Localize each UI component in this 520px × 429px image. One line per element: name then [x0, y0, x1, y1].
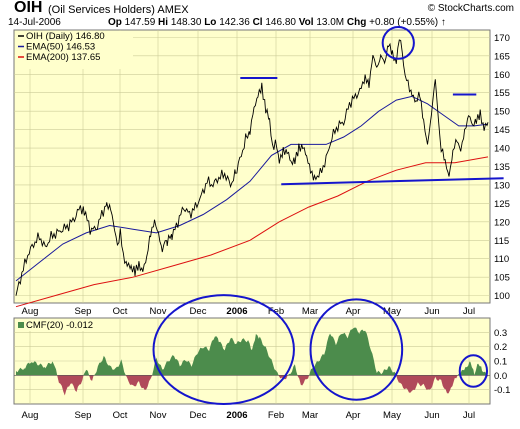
lo-value: 142.36	[219, 17, 250, 28]
price-x-tick-label: Nov	[150, 306, 167, 317]
cmf-legend-background	[15, 319, 113, 331]
cmf-x-tick-label: Mar	[302, 410, 318, 421]
x-axis-labels: Aug Aug Sep Sep Oct Oct Nov Nov Dec Dec 2006 2006 Fe…	[22, 306, 476, 421]
cmf-x-tick-label: Nov	[150, 410, 167, 421]
copyright-label: © StockCharts.com	[427, 3, 514, 14]
cmf-x-tick-label: Dec	[190, 410, 207, 421]
cmf-tick-label: 0.0	[494, 371, 507, 382]
price-x-tick-label: Dec	[190, 306, 207, 317]
legend-entry: OIH (Daily) 146.80	[26, 31, 105, 42]
cmf-x-tick-label: Feb	[268, 410, 284, 421]
chg-arrow-icon: ↑	[440, 17, 446, 28]
vol-label: Vol	[298, 17, 314, 28]
price-x-tick-label: Mar	[302, 306, 318, 317]
chg-label: Chg	[346, 17, 367, 28]
price-tick-label: 150	[494, 107, 510, 118]
price-tick-label: 130	[494, 180, 510, 191]
cmf-tick-label: 0.1	[494, 357, 507, 368]
price-tick-label: 140	[494, 144, 510, 155]
ema50-line	[15, 95, 489, 282]
price-x-tick-label: May	[383, 306, 401, 317]
price-tick-label: 105	[494, 273, 510, 284]
cmf-x-tick-label: 2006	[226, 410, 247, 421]
op-value: 147.59	[124, 17, 156, 28]
cmf-x-tick-label: Apr	[346, 410, 361, 421]
price-x-tick-label: Sep	[75, 306, 92, 317]
chg-value: +0.80 (+0.55%)	[369, 17, 439, 28]
price-x-tick-label: Jul	[463, 306, 475, 317]
price-tick-label: 125	[494, 199, 510, 210]
price-tick-label: 145	[494, 125, 510, 136]
cmf-area-positive	[16, 327, 488, 376]
price-tick-label: 100	[494, 291, 510, 302]
cmf-x-tick-label: Jun	[424, 410, 439, 421]
legend-entry: EMA(50) 146.53	[26, 42, 95, 53]
cl-label: Cl	[252, 17, 263, 28]
price-tick-label: 155	[494, 88, 510, 99]
quote-date: 14-Jul-2006	[8, 17, 61, 28]
price-x-tick-label: Aug	[22, 306, 39, 317]
price-x-tick-label: Feb	[268, 306, 284, 317]
price-tick-label: 170	[494, 33, 510, 44]
cmf-area-negative	[57, 375, 488, 396]
price-tick-label: 110	[494, 254, 509, 265]
cmf-panel: CMF(20) -0.012	[14, 319, 490, 396]
price-x-tick-label: Apr	[346, 306, 361, 317]
hi-value: 148.30	[170, 17, 202, 28]
price-series-line	[15, 39, 489, 296]
cl-value: 146.80	[265, 17, 296, 28]
price-x-tick-label: Jun	[424, 306, 439, 317]
price-tick-label: 135	[494, 162, 510, 173]
cmf-x-tick-label: Sep	[75, 410, 92, 421]
annotation-ellipse	[381, 26, 415, 60]
price-grid	[13, 29, 491, 304]
price-tick-label: 165	[494, 51, 510, 62]
cmf-legend-swatch	[18, 322, 24, 328]
quote-summary: Op 147.59 Hi 148.30 Lo 142.36 Cl 146.80 …	[108, 17, 446, 28]
annotation-ellipse	[309, 298, 404, 401]
legend-background	[15, 31, 133, 69]
annotation-ellipse	[458, 354, 489, 388]
ema200-line	[15, 156, 489, 308]
cmf-x-tick-label: May	[383, 410, 401, 421]
price-tick-label: 115	[494, 236, 509, 247]
cmf-x-tick-label: Oct	[113, 410, 128, 421]
cmf-tick-label: -0.1	[494, 385, 510, 396]
annotations	[152, 26, 504, 405]
cmf-tick-label: 0.2	[494, 342, 507, 353]
price-panel	[15, 39, 489, 308]
price-y-axis: 100 105 110 115 120 125 130 135 140 145 150 155 160 1…	[494, 33, 510, 302]
cmf-x-tick-label: Aug	[22, 410, 39, 421]
price-tick-label: 160	[494, 70, 510, 81]
annotation-line	[281, 177, 504, 186]
vol-value: 13.0M	[316, 17, 345, 28]
hi-label: Hi	[158, 17, 169, 28]
price-tick-label: 120	[494, 217, 510, 228]
price-x-tick-label: Oct	[113, 306, 128, 317]
cmf-tick-label: 0.3	[494, 328, 507, 339]
cmf-legend-entry: CMF(20) -0.012	[26, 320, 93, 331]
op-label: Op	[108, 17, 122, 28]
security-name: (Oil Services Holders) AMEX	[48, 4, 189, 16]
legend-entry: EMA(200) 137.65	[26, 52, 100, 63]
cmf-y-axis: -0.1 0.0 0.1 0.2 0.3	[494, 328, 510, 396]
lo-label: Lo	[204, 17, 217, 28]
ticker-symbol: OIH	[14, 0, 43, 16]
cmf-x-tick-label: Jul	[463, 410, 475, 421]
annotation-ellipse	[152, 294, 295, 405]
price-x-tick-label: 2006	[226, 306, 247, 317]
